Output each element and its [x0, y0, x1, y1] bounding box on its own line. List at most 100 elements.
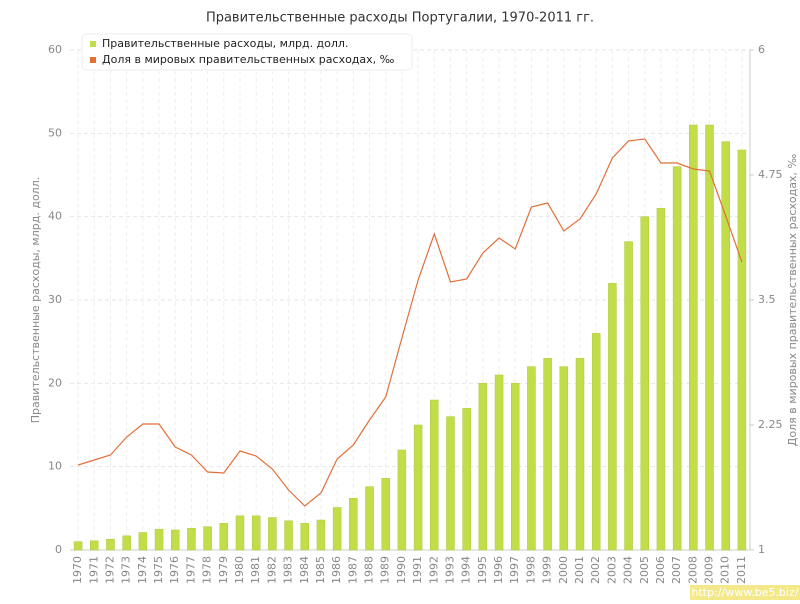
legend-swatch — [90, 41, 96, 47]
bar — [365, 486, 374, 551]
x-tick-label: 1997 — [508, 556, 521, 584]
bar — [332, 507, 342, 551]
y-tick-label: 20 — [48, 376, 62, 389]
bar — [640, 216, 650, 551]
x-tick-label: 1989 — [379, 556, 392, 584]
x-tick-label: 1981 — [249, 556, 262, 584]
bar — [510, 383, 520, 551]
x-tick-label: 1988 — [363, 556, 376, 584]
x-tick-label: 1982 — [265, 556, 278, 584]
bar — [170, 529, 180, 551]
x-tick-label: 1991 — [411, 556, 424, 584]
x-tick-label: 2003 — [605, 556, 618, 584]
x-tick-label: 1993 — [443, 556, 456, 584]
legend-swatch — [90, 57, 96, 63]
x-tick-label: 1970 — [71, 556, 84, 584]
watermark: http://www.be5.biz/ — [692, 586, 799, 599]
bar — [154, 528, 164, 551]
x-tick-label: 2002 — [589, 556, 602, 584]
y-tick-label: 30 — [48, 293, 62, 306]
chart-title: Правительственные расходы Португалии, 19… — [206, 11, 594, 26]
bar — [527, 366, 536, 551]
x-tick-label: 1994 — [460, 556, 473, 584]
x-tick-label: 1992 — [427, 556, 440, 584]
bar — [251, 515, 261, 551]
bar — [381, 478, 390, 551]
y2-tick-label: 3.5 — [758, 293, 776, 306]
bar — [689, 124, 698, 551]
y2-tick-label: 2.25 — [758, 418, 783, 431]
x-tick-label: 1987 — [346, 556, 359, 584]
bar — [430, 399, 439, 551]
x-tick-label: 1972 — [103, 556, 116, 584]
y2-tick-label: 1 — [758, 543, 765, 556]
x-tick-label: 2011 — [735, 556, 748, 584]
x-tick-label: 2001 — [573, 556, 586, 584]
x-tick-label: 1978 — [201, 556, 214, 584]
bar — [608, 283, 617, 551]
x-tick-label: 1995 — [476, 556, 489, 584]
bar — [446, 416, 455, 551]
x-tick-label: 1990 — [395, 556, 408, 584]
legend-label: Правительственные расходы, млрд. долл. — [102, 37, 348, 50]
bar — [138, 532, 148, 551]
bar — [73, 541, 83, 551]
bar — [397, 449, 407, 551]
legend-label: Доля в мировых правительственных расхода… — [102, 53, 395, 66]
x-tick-label: 2006 — [654, 556, 667, 584]
x-tick-label: 1977 — [184, 556, 197, 584]
bar — [106, 538, 115, 551]
x-tick-label: 1975 — [152, 556, 165, 584]
line — [77, 138, 743, 507]
bar — [478, 383, 488, 551]
y2-axis-title: Доля в мировых правительственных расхода… — [786, 154, 799, 447]
bar — [543, 358, 552, 551]
y-tick-label: 60 — [48, 43, 62, 56]
bar — [721, 141, 730, 551]
bar — [462, 408, 471, 551]
x-tick-label: 1983 — [282, 556, 295, 584]
x-tick-label: 2004 — [622, 556, 635, 584]
bar — [494, 374, 504, 551]
bar — [235, 515, 245, 551]
bar — [559, 366, 569, 551]
x-tick-label: 1996 — [492, 556, 505, 584]
y2-tick-label: 6 — [758, 43, 765, 56]
bar — [413, 424, 423, 551]
x-tick-label: 1986 — [330, 556, 343, 584]
x-tick-label: 2009 — [703, 556, 716, 584]
x-tick-label: 1973 — [120, 556, 133, 584]
x-tick-label: 2007 — [670, 556, 683, 584]
y-axis-title: Правительственные расходы, млрд. долл. — [29, 177, 42, 423]
y-tick-label: 50 — [48, 126, 62, 139]
bar — [705, 124, 714, 551]
bar — [624, 241, 633, 551]
x-tick-label: 1974 — [136, 556, 149, 584]
legend-box — [81, 33, 413, 71]
x-tick-label: 2000 — [557, 556, 570, 584]
bar — [349, 498, 358, 551]
bar — [656, 208, 666, 551]
x-tick-label: 1979 — [217, 556, 230, 584]
bar — [122, 535, 131, 551]
bar — [575, 358, 585, 551]
y-tick-label: 40 — [48, 210, 62, 223]
x-tick-label: 1976 — [168, 556, 181, 584]
bar — [316, 519, 326, 551]
bar — [284, 520, 293, 551]
bar — [203, 526, 212, 551]
bar — [300, 523, 310, 551]
x-tick-label: 1980 — [233, 556, 246, 584]
x-tick-label: 1971 — [87, 556, 100, 584]
watermark-bg — [690, 585, 800, 600]
x-tick-label: 2008 — [686, 556, 699, 584]
x-tick-label: 2010 — [719, 556, 732, 584]
bar — [672, 166, 682, 551]
bar — [268, 517, 277, 551]
y-tick-label: 10 — [48, 460, 62, 473]
y-tick-label: 0 — [55, 543, 62, 556]
bar — [187, 528, 196, 551]
bar — [591, 333, 601, 551]
x-tick-label: 1998 — [524, 556, 537, 584]
